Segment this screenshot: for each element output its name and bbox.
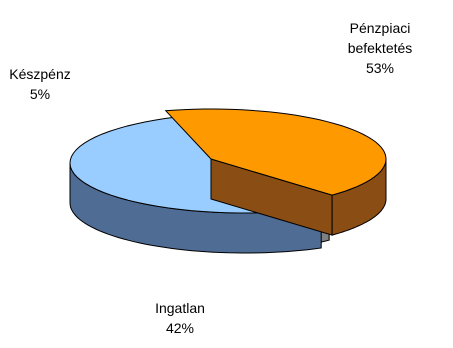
- label-ingatlan-line1: Ingatlan: [155, 300, 205, 316]
- slice-top-ingatlan: [164, 108, 387, 196]
- label-ingatlan-value: 42%: [165, 320, 195, 336]
- label-penzpiaci-line1: Pénzpiaci: [349, 20, 411, 36]
- label-ingatlan: Ingatlan 42%: [140, 298, 220, 338]
- label-penzpiaci-line2: befektetés: [347, 40, 413, 56]
- label-penzpiaci: Pénzpiaci befektetés 53%: [330, 18, 430, 78]
- label-keszpenz: Készpénz 5%: [0, 64, 80, 104]
- label-keszpenz-value: 5%: [29, 86, 51, 102]
- label-keszpenz-line1: Készpénz: [9, 66, 71, 82]
- label-penzpiaci-value: 53%: [365, 60, 395, 76]
